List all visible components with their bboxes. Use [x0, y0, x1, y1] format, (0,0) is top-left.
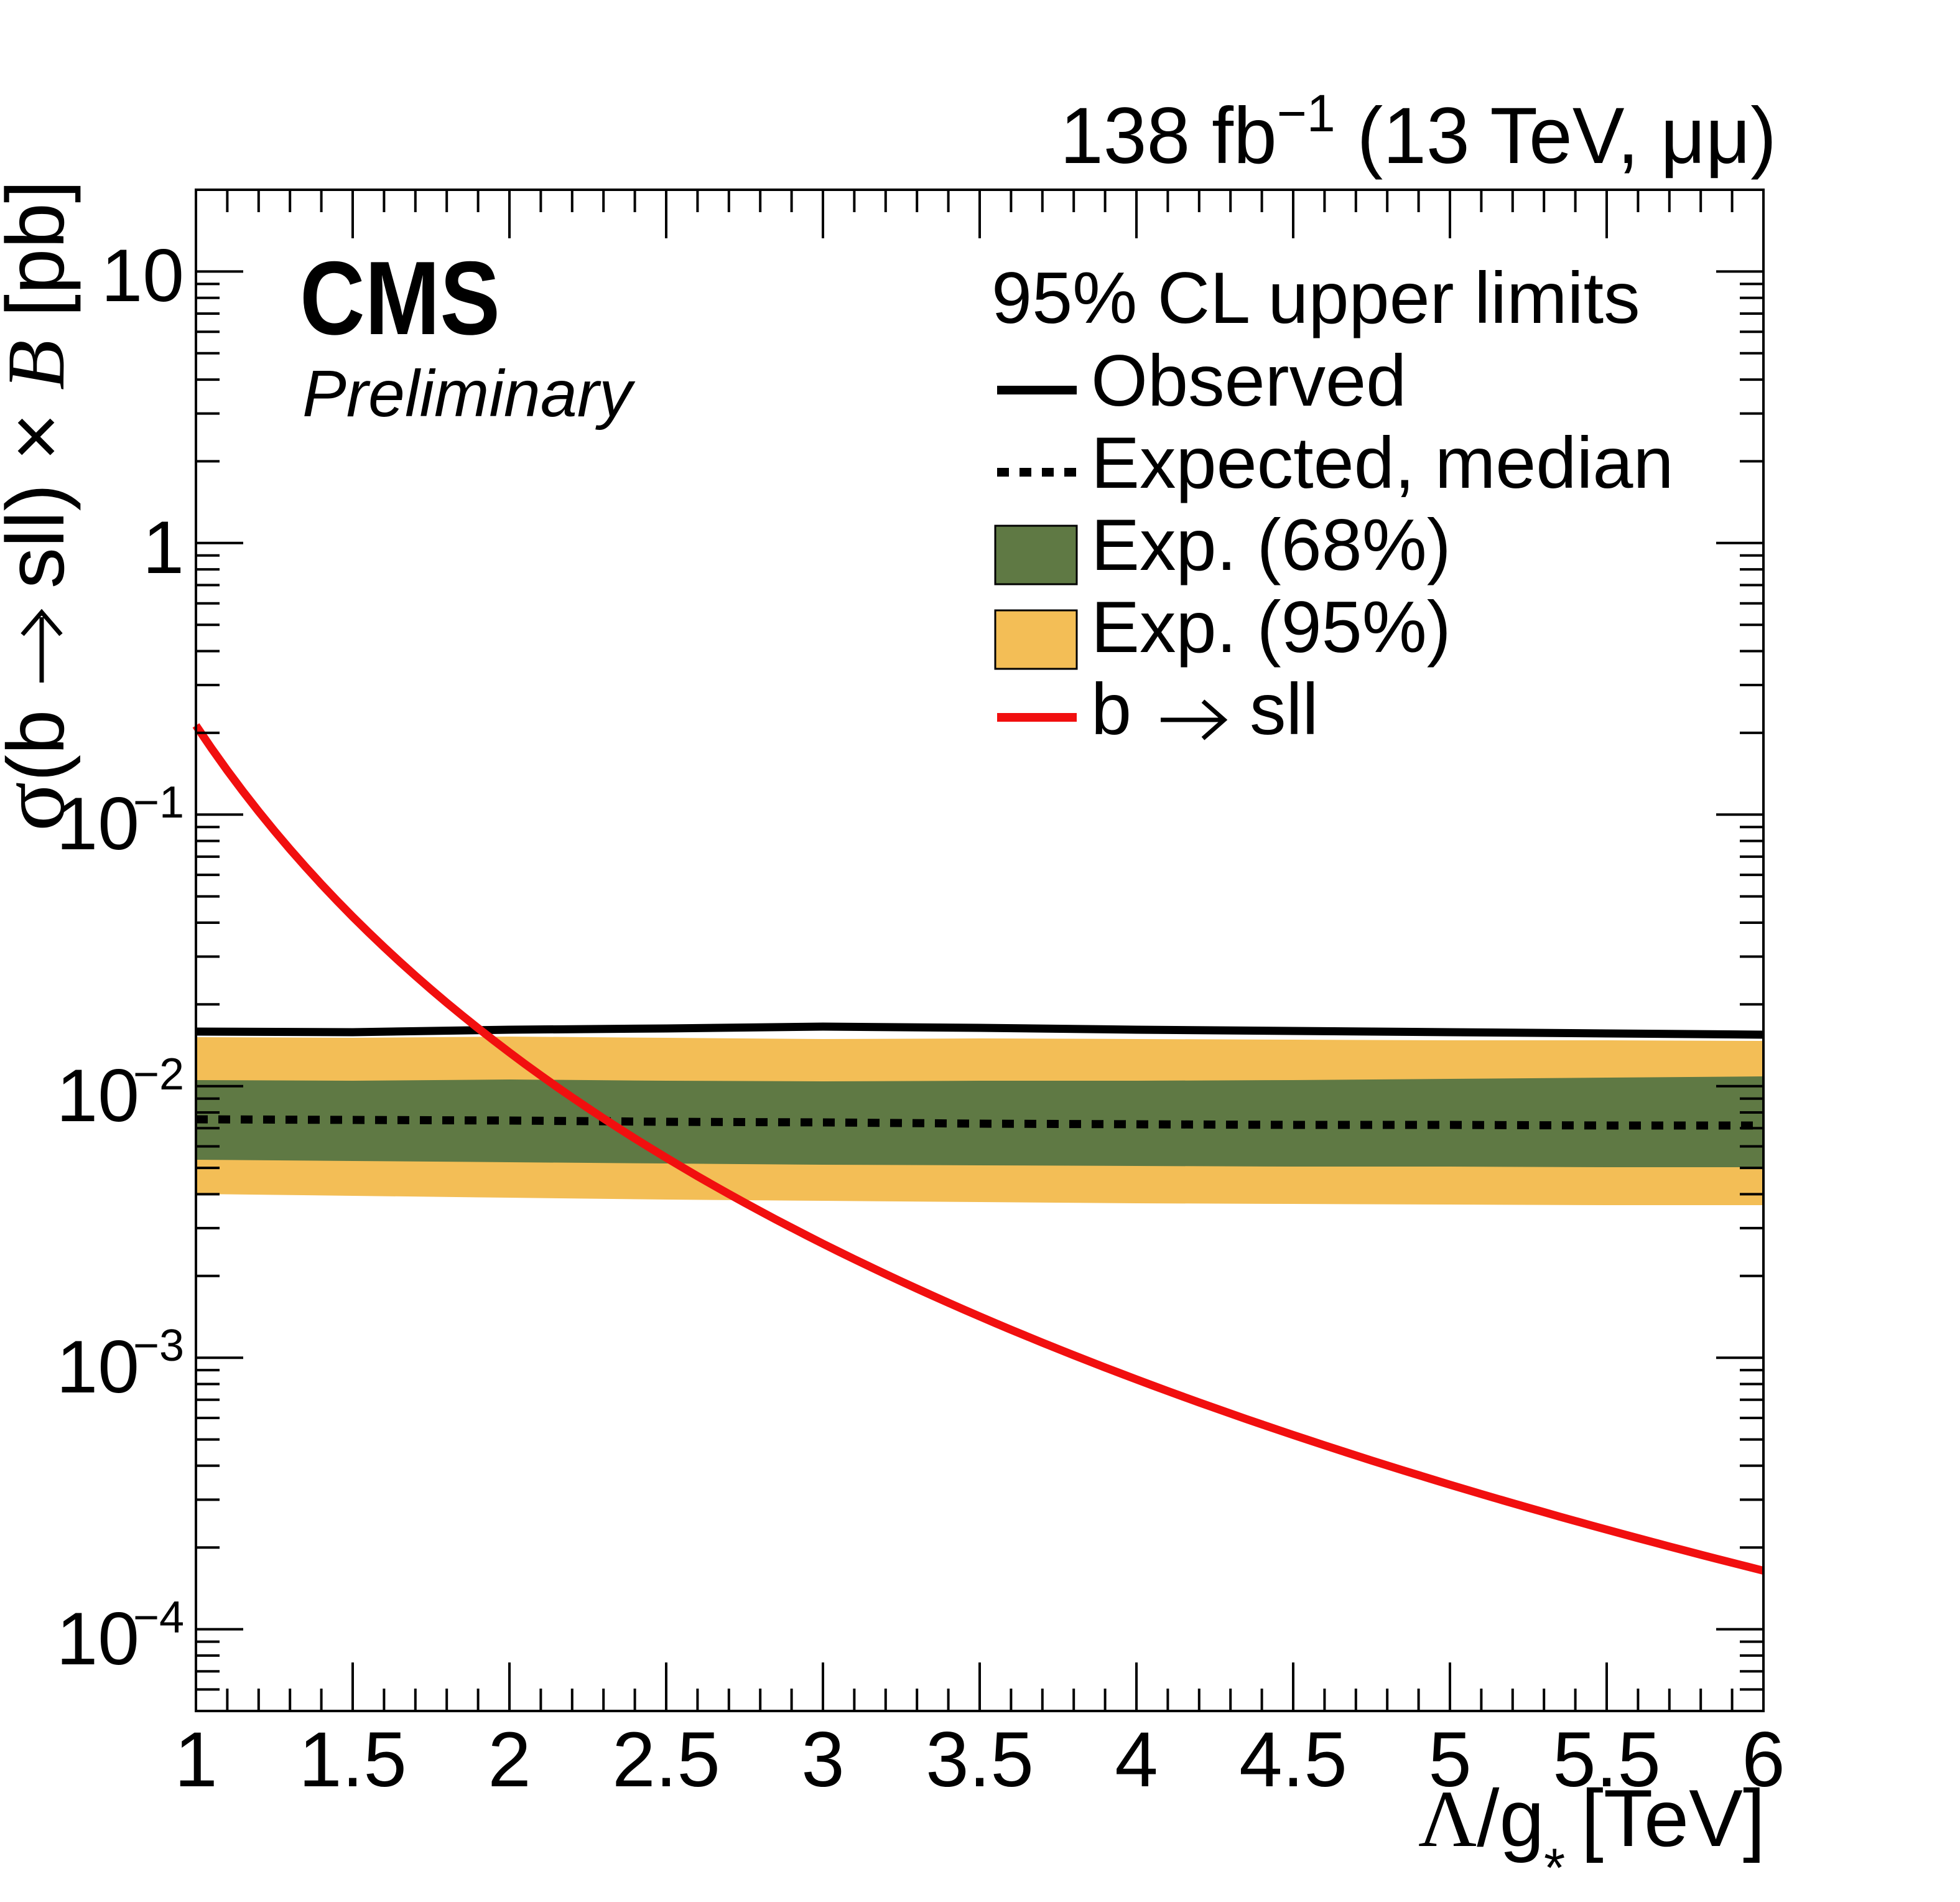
svg-text:−1: −1 — [133, 778, 184, 827]
svg-text:10: 10 — [57, 1597, 139, 1681]
svg-text:3.5: 3.5 — [926, 1717, 1034, 1803]
svg-text:1.5: 1.5 — [299, 1717, 407, 1803]
svg-text:−4: −4 — [133, 1593, 184, 1643]
svg-text:1: 1 — [174, 1717, 218, 1803]
svg-text:Λ/g: Λ/g — [1418, 1773, 1544, 1864]
svg-text:−3: −3 — [133, 1321, 184, 1371]
svg-text:4: 4 — [1115, 1717, 1158, 1803]
svg-text:10: 10 — [57, 1325, 139, 1409]
svg-text:Preliminary: Preliminary — [302, 357, 636, 431]
svg-text:2.5: 2.5 — [612, 1717, 720, 1803]
svg-text:1: 1 — [142, 506, 184, 589]
svg-text:b: b — [1091, 668, 1131, 750]
svg-text:Exp. (95%): Exp. (95%) — [1091, 586, 1451, 668]
svg-text:10: 10 — [57, 782, 139, 865]
svg-text:2: 2 — [488, 1717, 531, 1803]
svg-text:*: * — [1544, 1837, 1565, 1898]
svg-text:95% CL upper limits: 95% CL upper limits — [992, 257, 1640, 338]
svg-text:4.5: 4.5 — [1239, 1717, 1347, 1803]
svg-text:sll: sll — [1250, 668, 1319, 750]
svg-text:5: 5 — [1428, 1717, 1472, 1803]
svg-text:10: 10 — [101, 234, 184, 317]
svg-text:CMS: CMS — [300, 240, 500, 357]
svg-text:10: 10 — [57, 1054, 139, 1137]
svg-text:5.5: 5.5 — [1553, 1717, 1661, 1803]
svg-text:6: 6 — [1742, 1717, 1785, 1803]
svg-text:σ(b: σ(b — [0, 710, 84, 831]
svg-text:Observed: Observed — [1091, 340, 1406, 421]
svg-text:sll) × B [pb]: sll) × B [pb] — [0, 180, 81, 589]
svg-text:Exp. (68%): Exp. (68%) — [1091, 504, 1451, 585]
svg-text:138 fb−1 (13 TeV, μμ): 138 fb−1 (13 TeV, μμ) — [1060, 84, 1777, 180]
svg-text:Expected, median: Expected, median — [1091, 422, 1674, 503]
svg-text:−2: −2 — [133, 1050, 184, 1099]
svg-text:[TeV]: [TeV] — [1581, 1773, 1765, 1863]
svg-text:3: 3 — [801, 1717, 845, 1803]
